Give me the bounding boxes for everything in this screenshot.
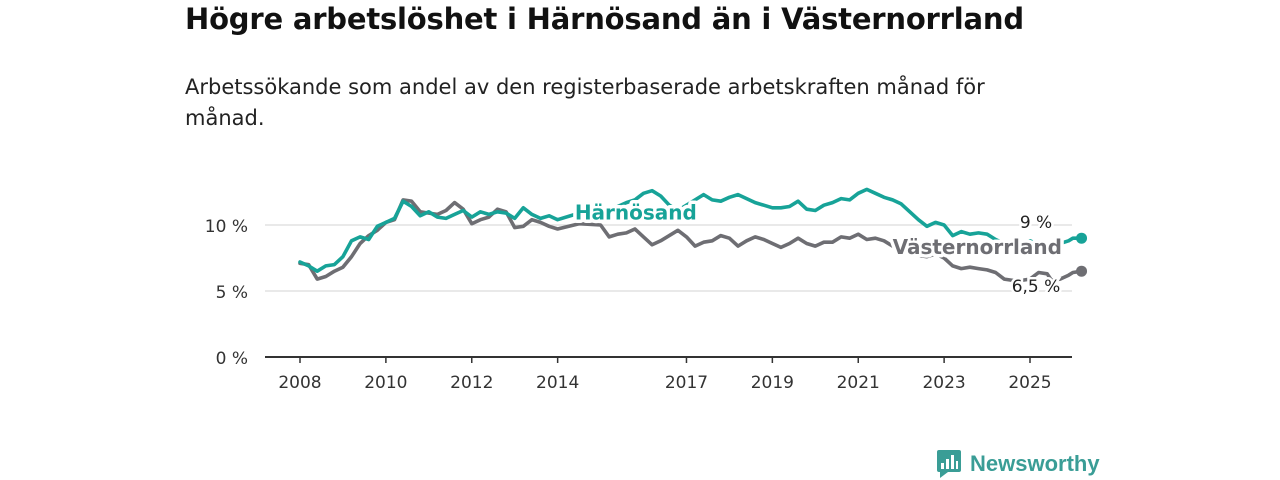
chart-title: Högre arbetslöshet i Härnösand än i Väst… xyxy=(185,2,1024,36)
x-tick-label: 2021 xyxy=(837,373,880,393)
x-tick-label: 2017 xyxy=(665,373,708,393)
series-end-point xyxy=(1076,232,1088,244)
series-label: Västernorrland xyxy=(893,235,1062,259)
chart-subtitle: Arbetssökande som andel av den registerb… xyxy=(185,75,985,130)
end-value-label: 9 % xyxy=(1020,213,1052,233)
y-tick-label: 0 % xyxy=(216,349,248,369)
x-tick-label: 2010 xyxy=(364,373,407,393)
x-tick-label: 2012 xyxy=(450,373,493,393)
series-end-point xyxy=(1076,265,1088,277)
brand-name: Newsworthy xyxy=(970,451,1100,476)
x-tick-label: 2008 xyxy=(278,373,321,393)
y-tick-label: 5 % xyxy=(216,283,248,303)
end-value-label: 6,5 % xyxy=(1012,277,1061,297)
series-line-harnosand xyxy=(298,187,1084,273)
x-tick-label: 2025 xyxy=(1008,373,1051,393)
x-tick-label: 2014 xyxy=(536,373,579,393)
brand-logo: Newsworthy xyxy=(936,449,1100,479)
x-tick-label: 2019 xyxy=(751,373,794,393)
series-label: Härnösand xyxy=(575,201,697,225)
x-tick-label: 2023 xyxy=(922,373,965,393)
y-tick-label: 10 % xyxy=(205,217,248,237)
bar-chart-speech-bubble-icon xyxy=(937,450,961,478)
